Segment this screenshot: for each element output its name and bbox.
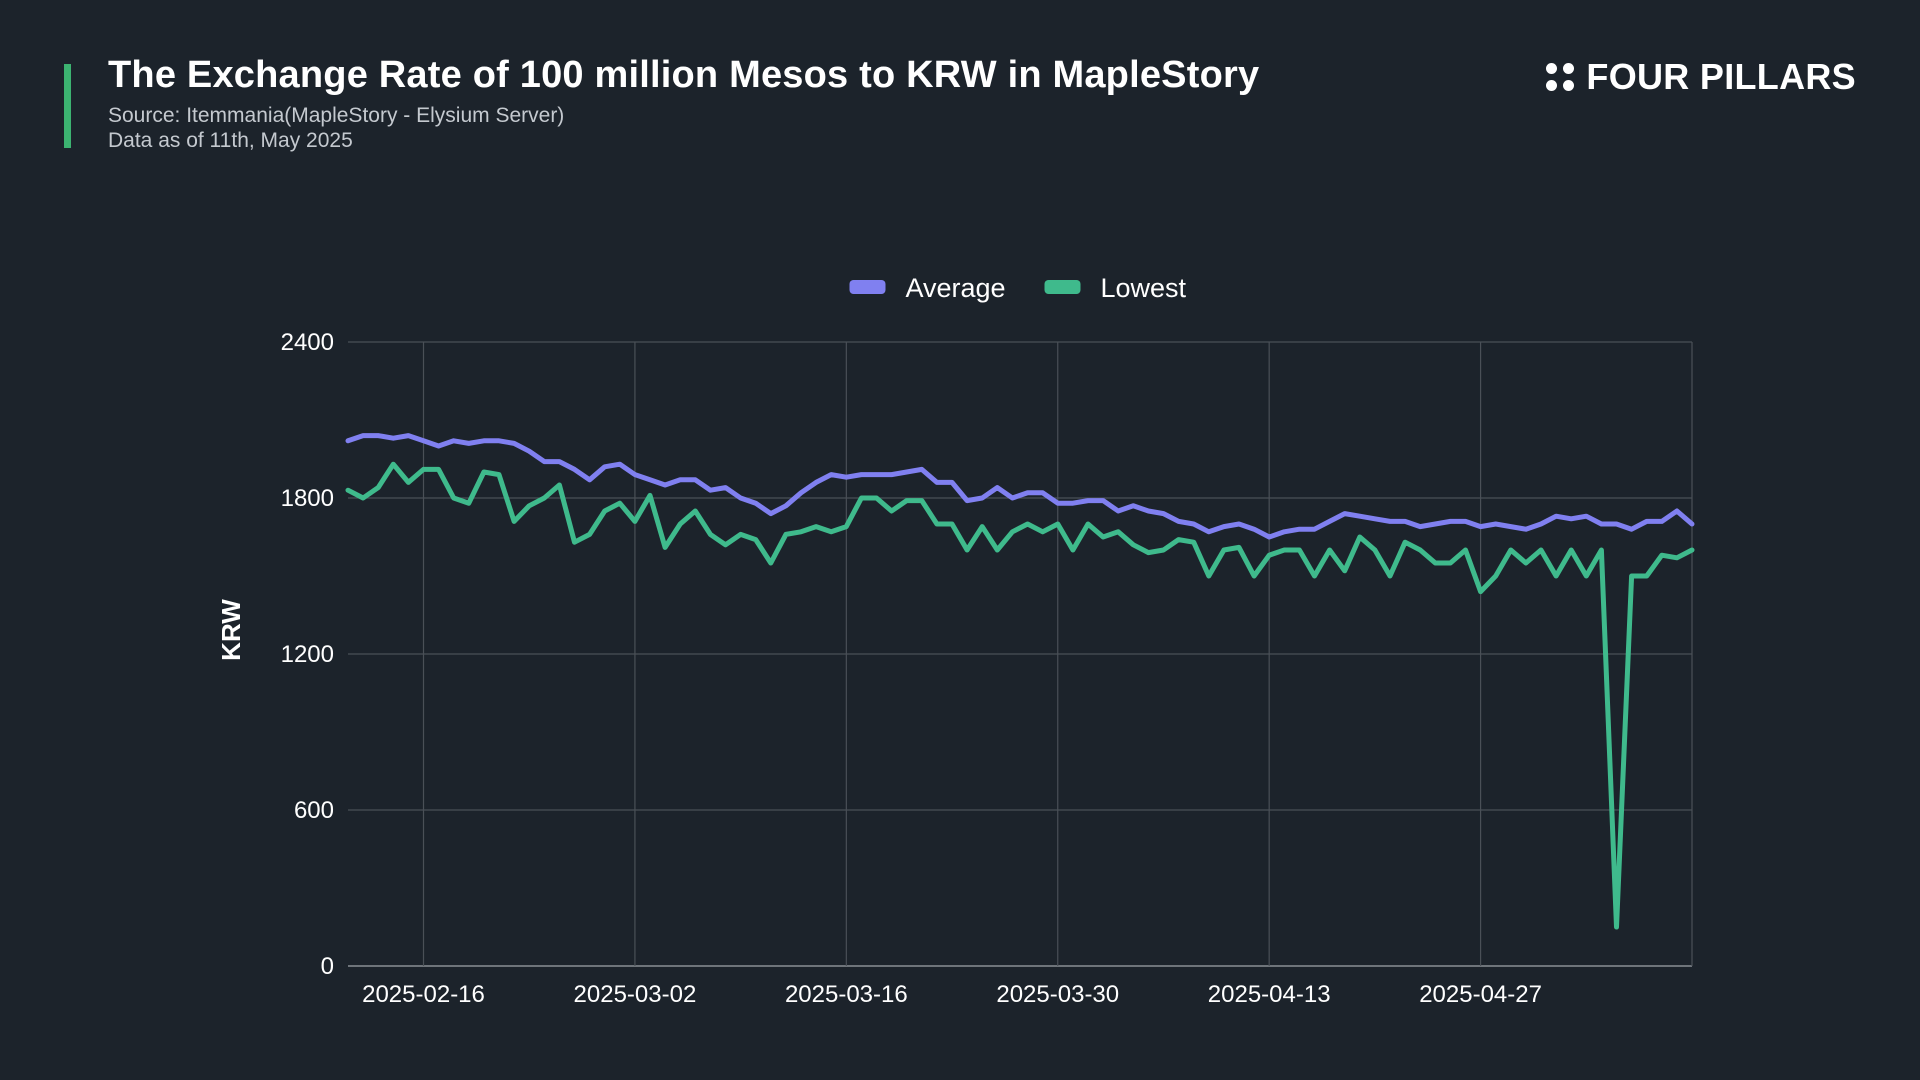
- grid: [348, 341, 1693, 967]
- accent-bar: [64, 64, 71, 148]
- y-axis-title: KRW: [216, 599, 246, 661]
- x-tick-label: 2025-04-27: [1419, 981, 1542, 1008]
- y-axis-ticks: 0 600 1200 1800 2400: [281, 329, 334, 980]
- brand-name: FOUR PILLARS: [1586, 56, 1856, 97]
- data-date-note: Data as of 11th, May 2025: [108, 129, 353, 152]
- y-tick-label: 1200: [281, 641, 334, 668]
- x-tick-label: 2025-02-16: [362, 981, 485, 1008]
- y-tick-label: 2400: [281, 329, 334, 356]
- x-tick-label: 2025-03-30: [996, 981, 1119, 1008]
- series-line-lowest: [345, 461, 1695, 930]
- page-title: The Exchange Rate of 100 million Mesos t…: [108, 54, 1260, 96]
- y-tick-label: 0: [321, 953, 334, 980]
- y-tick-label: 1800: [281, 485, 334, 512]
- y-tick-label: 600: [294, 797, 334, 824]
- source-note: Source: Itemmania(MapleStory - Elysium S…: [108, 104, 565, 127]
- legend-swatch-average: [849, 280, 886, 294]
- legend-label-lowest[interactable]: Lowest: [1101, 273, 1187, 303]
- x-tick-label: 2025-04-13: [1208, 981, 1331, 1008]
- x-tick-label: 2025-03-16: [785, 981, 908, 1008]
- legend-label-average[interactable]: Average: [906, 273, 1006, 303]
- series-lines: [345, 433, 1695, 930]
- x-tick-label: 2025-03-02: [574, 981, 697, 1008]
- legend-swatch-lowest: [1044, 280, 1081, 294]
- four-dots-icon: [1546, 63, 1575, 91]
- legend[interactable]: Average Lowest: [849, 273, 1187, 303]
- brand-logo: FOUR PILLARS: [1546, 56, 1856, 98]
- series-line-average: [345, 433, 1695, 540]
- x-axis-ticks: 2025-02-16 2025-03-02 2025-03-16 2025-03-30…: [362, 981, 1542, 1008]
